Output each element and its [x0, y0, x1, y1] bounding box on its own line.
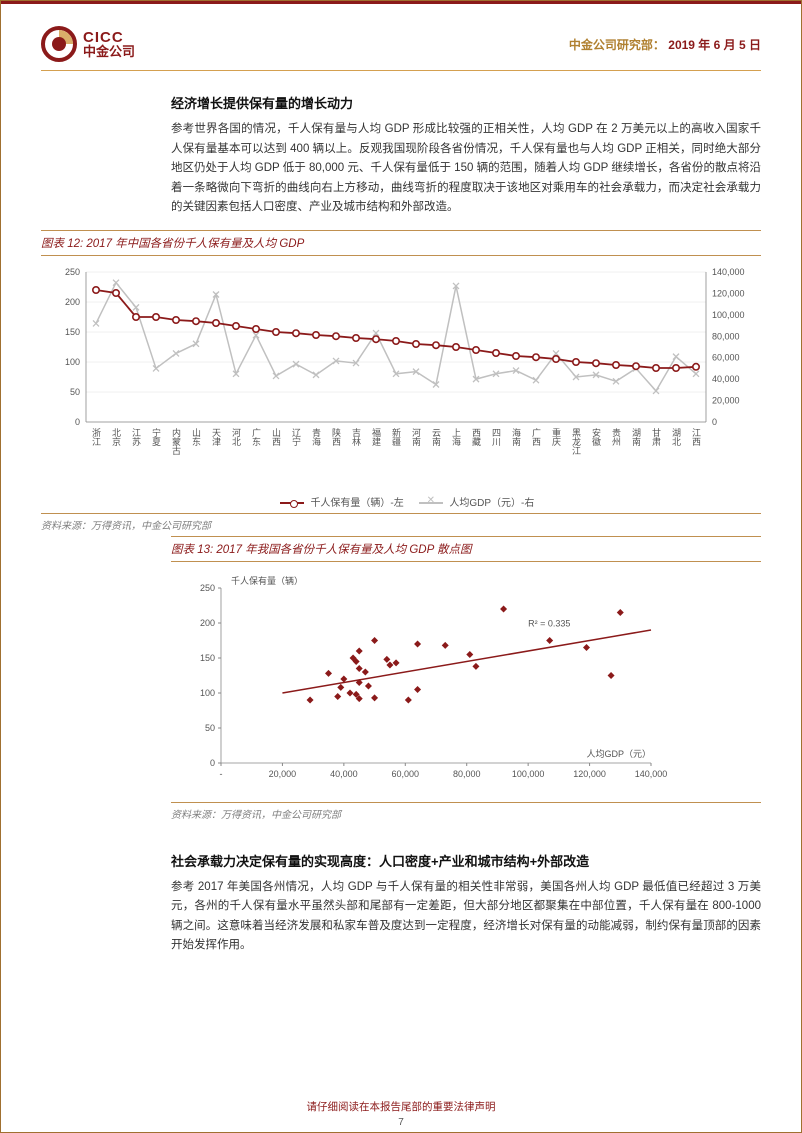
svg-text:四川: 四川: [491, 428, 501, 446]
svg-text:千人保有量（辆）: 千人保有量（辆）: [231, 575, 303, 586]
svg-text:山东: 山东: [191, 428, 201, 446]
svg-text:云南: 云南: [431, 428, 441, 446]
legend-swatch-right: [419, 502, 443, 504]
svg-text:100,000: 100,000: [712, 310, 745, 320]
svg-text:250: 250: [65, 267, 80, 277]
legend-label-left: 千人保有量（辆）-左: [310, 498, 403, 509]
top-accent-bar: [1, 1, 801, 4]
svg-text:120,000: 120,000: [573, 769, 606, 779]
svg-text:福建: 福建: [371, 427, 381, 447]
svg-text:0: 0: [712, 417, 717, 427]
svg-text:100: 100: [65, 357, 80, 367]
page-frame: CICC 中金公司 中金公司研究部： 2019 年 6 月 5 日 经济增长提供…: [0, 0, 802, 1133]
svg-text:120,000: 120,000: [712, 288, 745, 298]
svg-text:内蒙古: 内蒙古: [171, 427, 181, 456]
legend-swatch-left: [280, 502, 304, 504]
svg-text:150: 150: [200, 653, 215, 663]
chart1-source: 资料来源：万得资讯，中金公司研究部: [41, 513, 761, 532]
svg-text:200: 200: [65, 297, 80, 307]
svg-text:50: 50: [70, 387, 80, 397]
svg-text:R² = 0.335: R² = 0.335: [528, 618, 570, 628]
svg-text:100,000: 100,000: [512, 769, 545, 779]
svg-text:重庆: 重庆: [551, 427, 561, 447]
chart2: 0 50 100 150 200 250 - 20,000 40,000 60,000 80,000…: [171, 568, 671, 798]
chart1-legend: 千人保有量（辆）-左 人均GDP（元）-右: [41, 494, 761, 509]
page-header: CICC 中金公司 中金公司研究部： 2019 年 6 月 5 日: [41, 26, 761, 71]
section2-para: 参考 2017 年美国各州情况，人均 GDP 与千人保有量的相关性非常弱，美国各…: [171, 878, 761, 956]
svg-text:黑龙江: 黑龙江: [571, 428, 581, 456]
svg-text:湖北: 湖北: [671, 428, 681, 447]
header-dept: 中金公司研究部：: [569, 38, 665, 52]
svg-text:河北: 河北: [231, 427, 241, 447]
section2-title: 社会承载力决定保有量的实现高度：人口密度+产业和城市结构+外部改造: [171, 851, 761, 870]
svg-text:青海: 青海: [311, 427, 321, 447]
svg-text:甘肃: 甘肃: [651, 427, 661, 447]
svg-text:150: 150: [65, 327, 80, 337]
svg-text:200: 200: [200, 618, 215, 628]
svg-text:250: 250: [200, 583, 215, 593]
logo-text-cn: 中金公司: [83, 45, 135, 58]
svg-text:北京: 北京: [111, 428, 121, 447]
svg-text:吉林: 吉林: [351, 428, 361, 447]
page-number: 7: [1, 1117, 801, 1128]
svg-text:宁夏: 宁夏: [151, 427, 161, 446]
svg-text:贵州: 贵州: [611, 427, 621, 446]
logo: CICC 中金公司: [41, 26, 135, 62]
svg-text:-: -: [220, 769, 223, 779]
svg-text:安徽: 安徽: [591, 427, 601, 447]
svg-text:80,000: 80,000: [712, 331, 740, 341]
svg-text:山西: 山西: [271, 428, 281, 447]
svg-text:陕西: 陕西: [331, 427, 341, 447]
chart1-title: 图表 12: 2017 年中国各省份千人保有量及人均 GDP: [41, 230, 761, 256]
svg-text:辽宁: 辽宁: [291, 428, 301, 446]
svg-text:海南: 海南: [511, 427, 521, 446]
svg-text:广西: 广西: [531, 427, 541, 447]
svg-text:人均GDP（元）: 人均GDP（元）: [586, 748, 651, 759]
svg-text:80,000: 80,000: [453, 769, 481, 779]
svg-text:100: 100: [200, 688, 215, 698]
svg-text:50: 50: [205, 723, 215, 733]
svg-text:20,000: 20,000: [269, 769, 297, 779]
chart2-title: 图表 13: 2017 年我国各省份千人保有量及人均 GDP 散点图: [171, 536, 761, 562]
section1-para: 参考世界各国的情况，千人保有量与人均 GDP 形成比较强的正相关性，人均 GDP…: [171, 120, 761, 218]
svg-text:60,000: 60,000: [712, 352, 740, 362]
logo-icon: [41, 26, 77, 62]
svg-text:140,000: 140,000: [635, 769, 668, 779]
svg-text:60,000: 60,000: [392, 769, 420, 779]
svg-text:河南: 河南: [411, 427, 421, 446]
svg-text:广东: 广东: [251, 427, 261, 446]
svg-text:西藏: 西藏: [471, 428, 481, 447]
chart2-source: 资料来源：万得资讯，中金公司研究部: [171, 802, 761, 821]
content-area: 经济增长提供保有量的增长动力 参考世界各国的情况，千人保有量与人均 GDP 形成…: [41, 81, 761, 1092]
svg-text:0: 0: [75, 417, 80, 427]
svg-text:0: 0: [210, 758, 215, 768]
legend-label-right: 人均GDP（元）-右: [449, 498, 534, 509]
svg-text:20,000: 20,000: [712, 395, 740, 405]
svg-text:江苏: 江苏: [131, 428, 141, 447]
svg-text:新疆: 新疆: [391, 427, 401, 447]
footer-disclaimer: 请仔细阅读在本报告尾部的重要法律声明: [1, 1099, 801, 1114]
svg-text:上海: 上海: [451, 428, 461, 447]
svg-text:江西: 江西: [691, 428, 701, 447]
header-meta: 中金公司研究部： 2019 年 6 月 5 日: [569, 36, 761, 53]
section1-title: 经济增长提供保有量的增长动力: [171, 93, 761, 112]
svg-text:天津: 天津: [211, 428, 221, 447]
svg-text:40,000: 40,000: [330, 769, 358, 779]
svg-text:浙江: 浙江: [91, 427, 101, 447]
header-date: 2019 年 6 月 5 日: [668, 38, 761, 52]
chart1: 0 50 100 150 200 250 0 20,000 40,000 60,000 80,000…: [41, 262, 761, 492]
logo-text-en: CICC: [83, 30, 135, 45]
svg-text:湖南: 湖南: [631, 428, 641, 446]
svg-text:40,000: 40,000: [712, 374, 740, 384]
svg-text:140,000: 140,000: [712, 267, 745, 277]
